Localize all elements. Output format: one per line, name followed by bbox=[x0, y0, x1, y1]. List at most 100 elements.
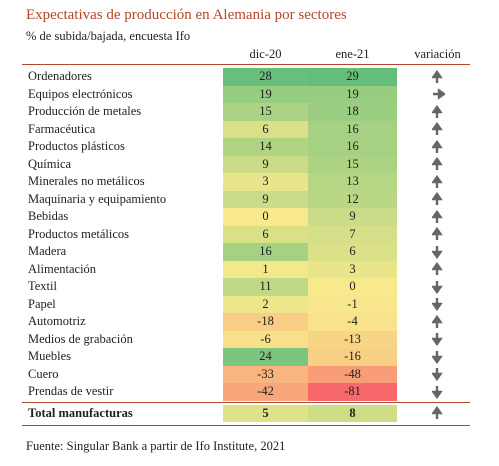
trend-arrow bbox=[431, 280, 445, 294]
row-label: Papel bbox=[28, 296, 56, 311]
row-label: Prendas de vestir bbox=[28, 384, 114, 398]
value-cell: -18 bbox=[223, 313, 308, 331]
arrow-icon bbox=[431, 122, 443, 136]
trend-arrow bbox=[431, 122, 445, 136]
trend-arrow bbox=[431, 367, 445, 382]
value-cell: -6 bbox=[223, 330, 308, 348]
value-cell: 15 bbox=[308, 155, 397, 173]
value-cell: 19 bbox=[308, 85, 397, 103]
arrow-icon bbox=[431, 333, 443, 347]
column-header: variación bbox=[414, 47, 461, 61]
value-cell: 1 bbox=[223, 260, 308, 278]
arrow-icon bbox=[431, 69, 443, 83]
value-cell: 11 bbox=[223, 278, 308, 296]
source: Fuente: Singular Bank a partir de Ifo In… bbox=[26, 439, 286, 453]
row-label: Bebidas bbox=[28, 209, 69, 223]
trend-arrow bbox=[431, 406, 445, 420]
row-label: Cuero bbox=[28, 366, 59, 381]
trend-arrow bbox=[431, 245, 445, 259]
value-cell: 19 bbox=[223, 85, 308, 103]
arrow-icon bbox=[431, 314, 443, 328]
value-cell: -81 bbox=[308, 383, 397, 401]
value-cell: 7 bbox=[308, 225, 397, 243]
value-cell: 0 bbox=[308, 278, 397, 296]
row-label: Productos plásticos bbox=[28, 139, 125, 153]
arrow-icon bbox=[431, 104, 443, 118]
row-label: Medios de grabación bbox=[28, 331, 133, 346]
row-label: Madera bbox=[28, 244, 67, 258]
value-cell: 6 bbox=[223, 225, 308, 243]
arrow-icon bbox=[431, 262, 443, 276]
column-header: ene-21 bbox=[335, 47, 370, 61]
row-label: Muebles bbox=[28, 349, 72, 363]
row-label: Alimentación bbox=[28, 261, 97, 276]
arrow-icon bbox=[431, 174, 443, 188]
arrow-icon bbox=[431, 350, 443, 364]
trend-arrow bbox=[432, 87, 447, 101]
row-label: Maquinaria y equipamiento bbox=[28, 191, 167, 206]
title: Expectativas de producción en Alemania p… bbox=[26, 7, 347, 23]
arrow-icon bbox=[431, 245, 443, 259]
row-label: Minerales no metálicos bbox=[28, 174, 145, 188]
trend-arrow bbox=[431, 209, 445, 224]
value-cell: 16 bbox=[308, 138, 397, 156]
arrow-icon bbox=[433, 88, 447, 101]
row-label: Automotriz bbox=[28, 314, 86, 328]
value-cell: -16 bbox=[308, 348, 397, 366]
value-cell: -42 bbox=[223, 383, 308, 401]
value-cell: 28 bbox=[223, 68, 308, 86]
row-label: Textil bbox=[28, 279, 57, 293]
value-cell: 29 bbox=[308, 68, 397, 86]
value-cell: 0 bbox=[223, 208, 308, 226]
value-cell: 18 bbox=[308, 103, 397, 121]
value-cell: -13 bbox=[308, 330, 397, 348]
value-cell: 14 bbox=[223, 138, 308, 156]
row-label: Farmacéutica bbox=[28, 121, 96, 136]
value-cell: 12 bbox=[308, 190, 397, 208]
value-cell: -4 bbox=[308, 313, 397, 331]
value-cell: 5 bbox=[223, 404, 308, 422]
value-cell: -48 bbox=[308, 365, 397, 383]
trend-arrow bbox=[431, 157, 445, 171]
rule bbox=[22, 401, 470, 403]
value-cell: 15 bbox=[223, 103, 308, 121]
row-label: Total manufacturas bbox=[28, 405, 133, 420]
trend-arrow bbox=[431, 227, 445, 241]
value-cell: 9 bbox=[223, 190, 308, 208]
row-label: Productos metálicos bbox=[28, 226, 130, 241]
arrow-icon bbox=[431, 157, 443, 171]
trend-arrow bbox=[431, 192, 445, 206]
subtitle: % de subida/bajada, encuesta Ifo bbox=[26, 29, 191, 43]
arrow-icon bbox=[431, 298, 443, 312]
trend-arrow bbox=[431, 139, 445, 154]
row-label: Producción de metales bbox=[28, 104, 142, 118]
value-cell: 2 bbox=[223, 295, 308, 313]
trend-arrow bbox=[431, 314, 445, 329]
arrow-icon bbox=[431, 227, 443, 241]
value-cell: 8 bbox=[308, 404, 397, 422]
value-cell: 3 bbox=[223, 173, 308, 191]
row-label: Química bbox=[28, 156, 72, 171]
value-cell: 9 bbox=[223, 155, 308, 173]
arrow-icon bbox=[431, 139, 443, 153]
trend-arrow bbox=[431, 262, 445, 276]
value-cell: 3 bbox=[308, 260, 397, 278]
column-header: dic-20 bbox=[249, 47, 282, 61]
value-cell: 6 bbox=[223, 120, 308, 138]
arrow-icon bbox=[431, 385, 443, 399]
value-cell: -33 bbox=[223, 365, 308, 383]
value-cell: 9 bbox=[308, 208, 397, 226]
arrow-icon bbox=[431, 280, 443, 294]
value-cell: 6 bbox=[308, 243, 397, 261]
arrow-icon bbox=[431, 406, 443, 420]
trend-arrow bbox=[431, 385, 445, 399]
rule bbox=[22, 425, 470, 426]
rule bbox=[22, 64, 470, 65]
trend-arrow bbox=[431, 104, 445, 119]
arrow-icon bbox=[431, 209, 443, 223]
value-cell: 13 bbox=[308, 173, 397, 191]
trend-arrow bbox=[431, 174, 445, 189]
arrow-icon bbox=[431, 368, 443, 382]
row-label: Equipos electrónicos bbox=[28, 86, 133, 101]
